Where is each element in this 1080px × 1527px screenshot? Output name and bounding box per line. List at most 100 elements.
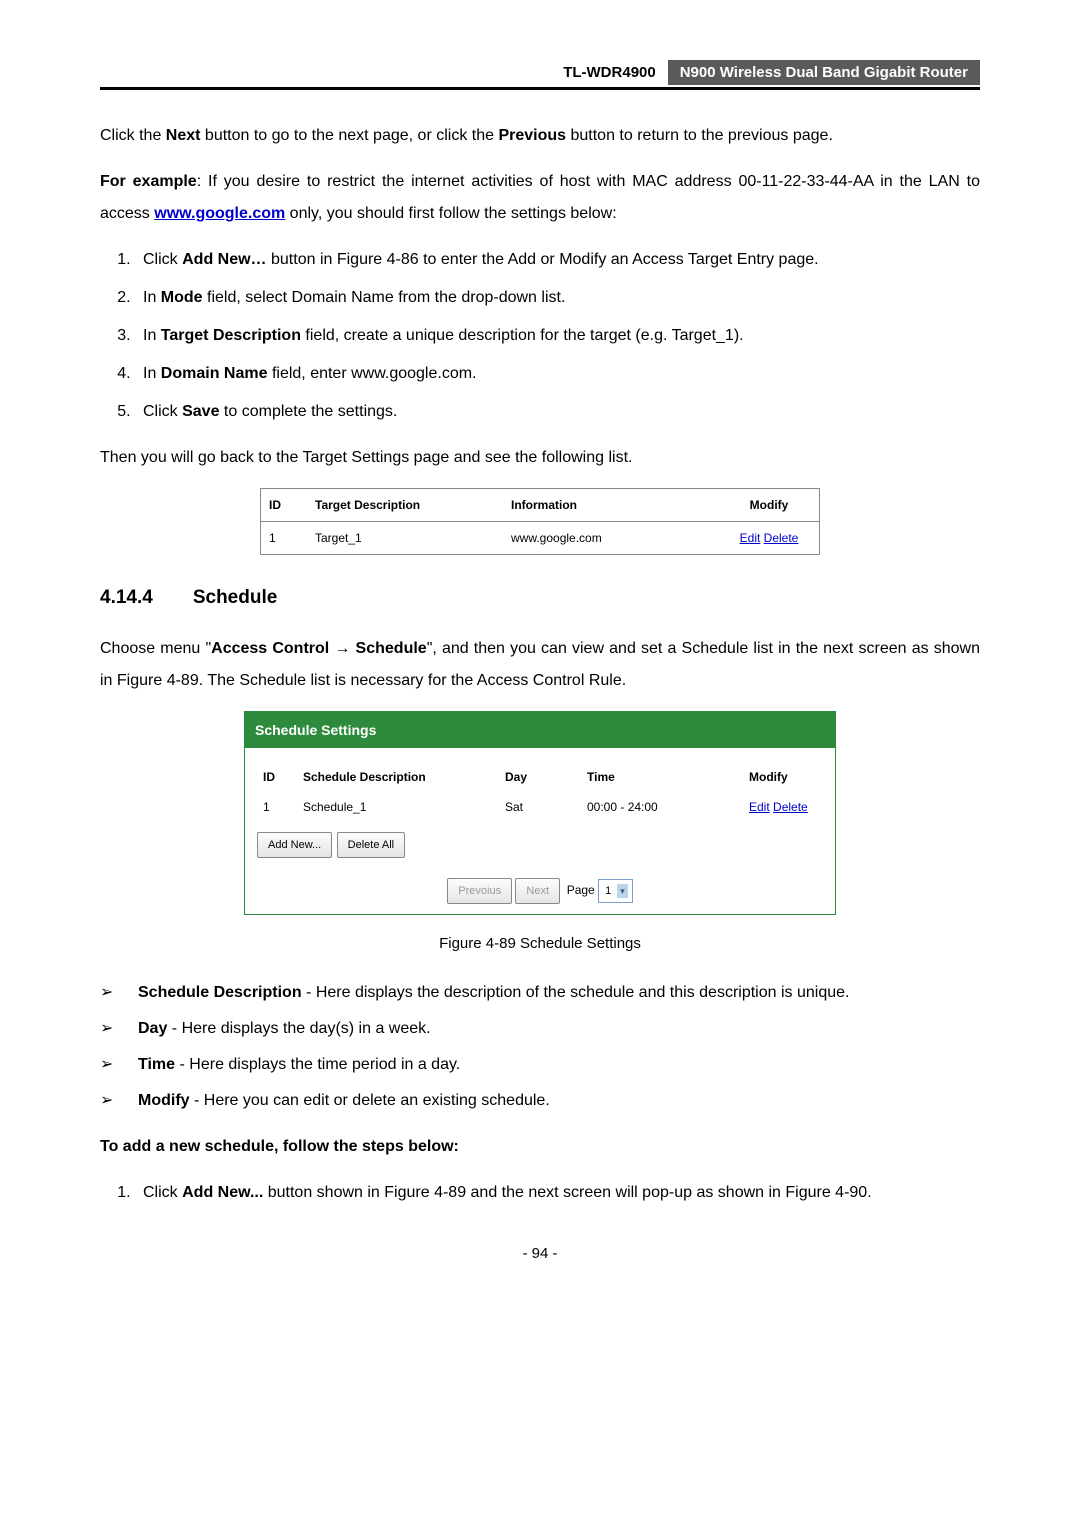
bullet-list: Schedule Description - Here displays the… (100, 977, 980, 1117)
text: button shown in Figure 4-89 and the next… (263, 1184, 871, 1201)
figure-caption: Figure 4-89 Schedule Settings (100, 929, 980, 959)
bullet-term: Schedule Description (138, 984, 302, 1001)
mode-word: Mode (161, 289, 203, 306)
text: to complete the settings. (219, 403, 397, 420)
model-label: TL-WDR4900 (551, 60, 668, 85)
td-modify: Edit Delete (719, 522, 820, 555)
paragraph-example: For example: If you desire to restrict t… (100, 166, 980, 230)
steps-list-1: Click Add New… button in Figure 4-86 to … (100, 244, 980, 428)
bullet-text: - Here displays the day(s) in a week. (167, 1020, 430, 1037)
step-2: In Mode field, select Domain Name from t… (135, 282, 980, 314)
doc-header: TL-WDR4900 N900 Wireless Dual Band Gigab… (100, 60, 980, 90)
text: In (143, 327, 161, 344)
add-new-button[interactable]: Add New... (257, 832, 332, 858)
bullet-term: Day (138, 1020, 167, 1037)
text: Click (143, 251, 182, 268)
schedule-panel: Schedule Settings ID Schedule Descriptio… (244, 711, 836, 915)
delete-link[interactable]: Delete (773, 800, 808, 814)
text: button to go to the next page, or click … (200, 127, 498, 144)
previous-button[interactable]: Prevoius (447, 878, 512, 904)
step-4: In Domain Name field, enter www.google.c… (135, 358, 980, 390)
save-word: Save (182, 403, 219, 420)
next-button[interactable]: Next (515, 878, 560, 904)
next-word: Next (166, 127, 201, 144)
step-1: Click Add New… button in Figure 4-86 to … (135, 244, 980, 276)
add-new-heading: To add a new schedule, follow the steps … (100, 1131, 980, 1163)
td-modify: Edit Delete (743, 792, 823, 822)
steps-list-2: Click Add New... button shown in Figure … (100, 1177, 980, 1209)
list-item: Modify - Here you can edit or delete an … (100, 1085, 980, 1117)
td-day: Sat (499, 792, 581, 822)
table-row: 1 Schedule_1 Sat 00:00 - 24:00 Edit Dele… (257, 792, 823, 822)
edit-link[interactable]: Edit (740, 531, 761, 545)
bullet-term: Time (138, 1056, 175, 1073)
table-row: 1 Target_1 www.google.com Edit Delete (261, 522, 820, 555)
add-new-word: Add New… (182, 251, 266, 268)
delete-all-button[interactable]: Delete All (337, 832, 405, 858)
bullet-term: Modify (138, 1092, 190, 1109)
text: button in Figure 4-86 to enter the Add o… (267, 251, 819, 268)
access-control-word: Access Control (211, 640, 329, 657)
list-item: Day - Here displays the day(s) in a week… (100, 1013, 980, 1045)
pager: Prevoius Next Page 1▾ (245, 870, 835, 914)
td-desc: Schedule_1 (297, 792, 499, 822)
section-title: Schedule (193, 587, 277, 608)
th-desc: Schedule Description (297, 762, 499, 792)
text: Click (143, 1184, 182, 1201)
page-label: Page (567, 883, 595, 897)
th-day: Day (499, 762, 581, 792)
list-item: Time - Here displays the time period in … (100, 1049, 980, 1081)
product-label: N900 Wireless Dual Band Gigabit Router (668, 60, 980, 85)
td-desc: Target_1 (307, 522, 503, 555)
text: field, create a unique description for t… (301, 327, 744, 344)
text: In (143, 289, 161, 306)
target-table: ID Target Description Information Modify… (260, 488, 820, 555)
bullet-text: - Here you can edit or delete an existin… (190, 1092, 550, 1109)
list-item: Schedule Description - Here displays the… (100, 977, 980, 1009)
target-desc-word: Target Description (161, 327, 301, 344)
th-time: Time (581, 762, 743, 792)
td-id: 1 (257, 792, 297, 822)
step-3: In Target Description field, create a un… (135, 320, 980, 352)
th-modify: Modify (743, 762, 823, 792)
bullet-text: - Here displays the description of the s… (302, 984, 850, 1001)
text: Choose menu " (100, 640, 211, 657)
schedule-table: ID Schedule Description Day Time Modify … (257, 762, 823, 822)
button-row: Add New... Delete All (257, 828, 823, 860)
th-modify: Modify (719, 489, 820, 522)
step-5: Click Save to complete the settings. (135, 396, 980, 428)
arrow-icon: → (329, 640, 355, 657)
text: Click (143, 403, 182, 420)
add-new-word: Add New... (182, 1184, 263, 1201)
panel-title: Schedule Settings (245, 712, 835, 748)
page-select[interactable]: 1▾ (598, 879, 633, 903)
edit-link[interactable]: Edit (749, 800, 770, 814)
text: button to return to the previous page. (566, 127, 833, 144)
bullet-text: - Here displays the time period in a day… (175, 1056, 460, 1073)
td-time: 00:00 - 24:00 (581, 792, 743, 822)
td-id: 1 (261, 522, 308, 555)
google-link[interactable]: www.google.com (154, 205, 285, 222)
domain-name-word: Domain Name (161, 365, 268, 382)
delete-link[interactable]: Delete (764, 531, 799, 545)
step-1: Click Add New... button shown in Figure … (135, 1177, 980, 1209)
text: only, you should first follow the settin… (285, 205, 616, 222)
page-value: 1 (605, 885, 611, 897)
then-line: Then you will go back to the Target Sett… (100, 442, 980, 474)
page-number: - 94 - (100, 1239, 980, 1269)
th-id: ID (261, 489, 308, 522)
th-info: Information (503, 489, 719, 522)
td-info: www.google.com (503, 522, 719, 555)
paragraph-nextprev: Click the Next button to go to the next … (100, 120, 980, 152)
schedule-intro: Choose menu "Access Control → Schedule",… (100, 633, 980, 697)
th-id: ID (257, 762, 297, 792)
for-example: For example (100, 173, 197, 190)
text: field, enter www.google.com. (268, 365, 477, 382)
text: Click the (100, 127, 166, 144)
section-heading: 4.14.4 Schedule (100, 579, 980, 617)
text: In (143, 365, 161, 382)
text: field, select Domain Name from the drop-… (203, 289, 566, 306)
chevron-down-icon: ▾ (617, 884, 628, 898)
section-number: 4.14.4 (100, 587, 153, 608)
th-desc: Target Description (307, 489, 503, 522)
